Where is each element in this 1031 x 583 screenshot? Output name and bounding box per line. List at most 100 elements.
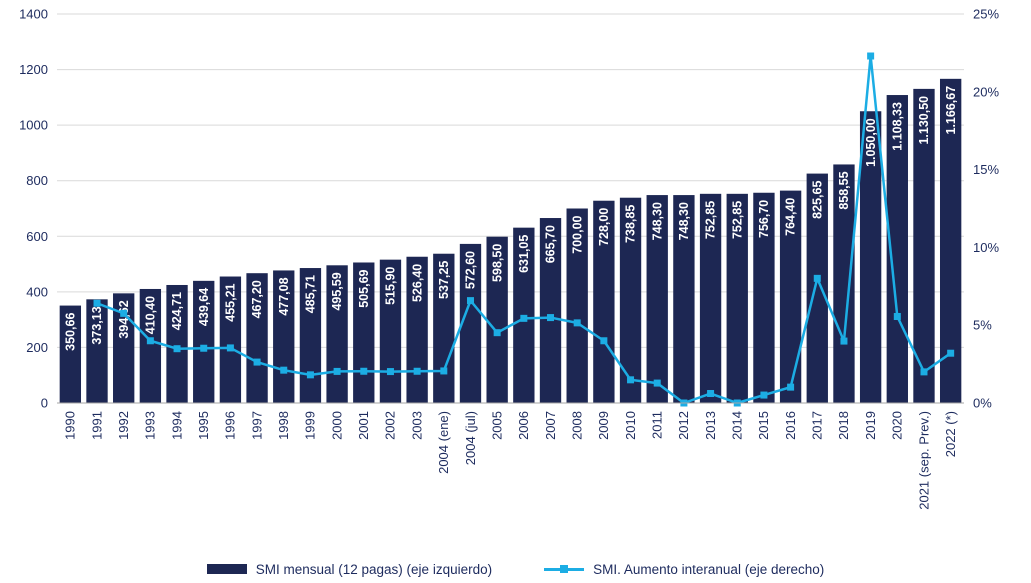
bar-value-label: 515,90 [384,267,398,305]
x-axis-category-label: 1991 [89,411,104,440]
legend-bar-label: SMI mensual (12 pagas) (eje izquierdo) [255,561,493,577]
bar [193,280,215,403]
legend-line-label: SMI. Aumento interanual (eje derecho) [593,561,825,577]
bar-value-label: 752,85 [730,201,744,239]
x-axis-category-label: 1999 [303,411,318,440]
bar-value-label: 467,20 [250,280,264,318]
x-axis-category-label: 2018 [836,411,851,440]
x-axis-category-label: 2008 [569,411,584,440]
line-marker-icon [707,390,715,398]
bar-value-label: 738,85 [624,205,638,243]
bar [619,197,642,403]
bar-value-label: 728,00 [597,208,611,246]
x-axis-category-label: 1995 [196,411,211,440]
line-marker-icon [226,344,234,352]
x-axis-category-label: 2004 (ene) [436,411,451,474]
bar-value-label: 665,70 [544,225,558,263]
x-axis-category-label: 2009 [596,411,611,440]
left-axis-tick-label: 800 [26,173,48,188]
line-marker-icon [146,337,154,345]
bar [113,293,135,403]
bar [646,195,668,403]
line-series-swatch [544,564,585,574]
x-axis-category-label: 2016 [783,411,798,440]
legend-item-bar-series: SMI mensual (12 pagas) (eje izquierdo) [206,561,493,577]
line-marker-icon [520,314,528,322]
bar-value-label: 477,08 [277,277,291,315]
line-marker-icon [547,314,555,322]
line-marker-icon [253,358,261,366]
bar-series-swatch [206,564,247,574]
x-axis-category-label: 2019 [863,411,878,440]
bar [539,218,562,403]
line-swatch-marker-icon [560,564,569,573]
line-marker-icon [333,367,341,375]
bar-value-label: 752,85 [704,201,718,239]
left-axis-tick-label: 200 [26,340,48,355]
left-axis-tick-label: 400 [26,284,48,299]
line-marker-icon [466,297,474,305]
x-axis-category-label: 2000 [329,411,344,440]
line-marker-icon [440,367,448,375]
bar-value-label: 858,55 [837,171,851,209]
line-marker-icon [413,367,421,375]
bar [406,256,428,403]
bar [566,208,588,403]
bar-value-label: 350,66 [63,313,77,351]
bar-value-label: 1.050,00 [864,118,878,167]
bar [86,299,108,403]
line-marker-icon [600,337,608,345]
x-axis-category-label: 2022 (*) [943,411,958,457]
line-marker-icon [93,299,101,307]
line-marker-icon [627,376,635,384]
right-axis-tick-label: 25% [973,7,999,22]
x-axis-category-label: 2007 [543,411,558,440]
line-marker-icon [787,383,795,391]
bar [779,190,802,403]
x-axis-category-label: 1994 [169,411,184,440]
x-axis-category-label: 2004 (jul) [463,411,478,465]
x-axis-category-label: 2015 [756,411,771,440]
line-marker-icon [386,368,394,376]
line-marker-icon [947,349,955,357]
bar [219,276,242,403]
left-axis-tick-label: 600 [26,229,48,244]
x-axis-category-label: 2005 [489,411,504,440]
bar [859,111,882,403]
right-axis-tick-label: 10% [973,240,999,255]
bar-value-label: 598,50 [490,244,504,282]
x-axis-category-label: 1990 [63,411,78,440]
bar [913,88,935,403]
bar-value-label: 756,70 [757,200,771,238]
x-axis-category-label: 2012 [676,411,691,440]
bar-value-label: 495,59 [330,272,344,310]
right-axis-tick-label: 20% [973,84,999,99]
bar-value-label: 1.130,50 [917,96,931,145]
chart-plot-area: 0 200 400 600 800 1000 1200 1400 0% 5% 10% 15% 20% 25… [19,7,999,510]
bar [486,236,508,403]
line-marker-icon [893,312,901,320]
x-axis-category-label: 2006 [516,411,531,440]
line-marker-icon [280,366,288,374]
line-marker-icon [813,274,821,282]
line-marker-icon [360,367,368,375]
bar-value-label: 455,21 [224,283,238,321]
bar-value-label: 700,00 [570,215,584,253]
bar-value-label: 485,71 [304,275,318,313]
line-marker-icon [200,344,208,352]
bar [806,173,828,403]
bar-value-label: 410,40 [143,296,157,334]
bar [353,262,375,403]
bar-value-label: 631,05 [517,235,531,273]
bar-value-label: 424,71 [170,292,184,330]
x-axis-category-label: 1997 [249,411,264,440]
x-axis-category-label: 1993 [143,411,158,440]
bar [433,253,455,403]
chart-legend: SMI mensual (12 pagas) (eje izquierdo) S… [0,552,1031,583]
bar-value-label: 825,65 [810,181,824,219]
line-marker-icon [493,329,501,337]
bar [166,284,188,403]
line-marker-icon [867,52,875,60]
bar [379,259,402,403]
bar [139,288,162,403]
